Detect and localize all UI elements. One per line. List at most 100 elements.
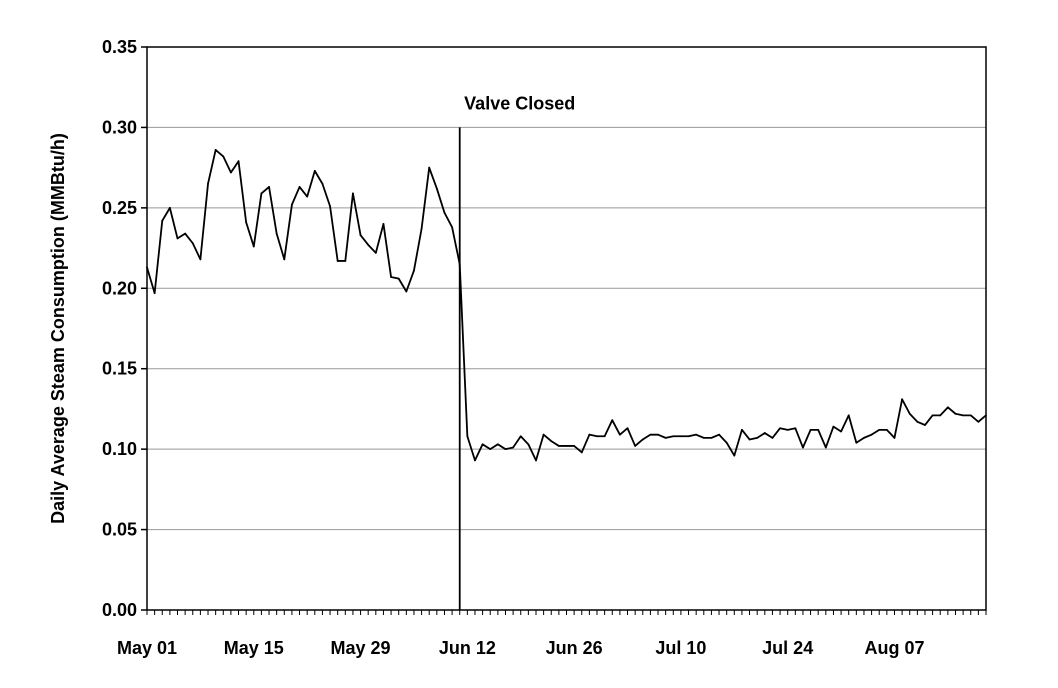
data-point (512, 446, 515, 449)
data-point (954, 412, 957, 415)
data-point (809, 428, 812, 431)
data-point (718, 433, 720, 436)
data-point (626, 427, 629, 430)
y-tick-label: 0.25 (102, 198, 137, 218)
series-line (146, 149, 987, 462)
y-tick-label: 0.15 (102, 359, 137, 379)
data-point (306, 195, 309, 198)
data-point (245, 221, 248, 224)
data-point (756, 436, 759, 439)
data-point (542, 433, 545, 436)
data-point (901, 398, 903, 401)
data-point (176, 237, 179, 240)
data-point (161, 219, 164, 222)
data-point (344, 260, 347, 262)
data-point (367, 243, 370, 246)
data-point (573, 445, 576, 447)
data-point (260, 192, 263, 195)
data-point (321, 182, 324, 185)
data-point (374, 251, 377, 254)
data-point (283, 258, 286, 261)
data-point (924, 424, 926, 426)
data-point (794, 427, 797, 430)
x-tick-label: Aug 07 (864, 638, 924, 658)
x-tick-label: May 15 (224, 638, 284, 658)
data-point (252, 245, 255, 248)
data-point (672, 435, 675, 438)
data-point (504, 448, 507, 451)
data-point (458, 263, 461, 266)
data-point (222, 155, 225, 158)
data-point (748, 438, 751, 441)
data-point (313, 169, 316, 172)
data-point (763, 432, 766, 434)
data-point (405, 290, 408, 293)
data-point (451, 226, 453, 229)
data-point (840, 430, 842, 433)
x-tick-label: Jul 24 (762, 638, 813, 658)
data-point (603, 435, 606, 438)
data-point (291, 203, 293, 206)
data-point (519, 435, 522, 438)
data-point (733, 454, 736, 457)
y-axis-title: Daily Average Steam Consumption (MMBtu/h… (48, 133, 68, 524)
data-point (153, 292, 156, 295)
data-point (191, 242, 194, 245)
data-point (786, 428, 789, 431)
valve-closed-label: Valve Closed (464, 93, 575, 113)
x-tick-label: Jul 10 (655, 638, 706, 658)
y-tick-label: 0.35 (102, 37, 137, 57)
data-point (710, 436, 713, 439)
data-point (939, 414, 942, 417)
data-point (275, 232, 278, 235)
data-point (962, 414, 965, 417)
data-point (618, 433, 621, 436)
data-point (466, 435, 469, 438)
y-tick-label: 0.00 (102, 600, 137, 620)
x-tick-label: Jun 26 (546, 638, 603, 658)
data-point (870, 433, 873, 436)
data-point (443, 211, 446, 214)
data-point (702, 436, 705, 439)
data-point (489, 448, 492, 451)
series-layer (146, 149, 987, 462)
data-point (413, 269, 415, 272)
data-point (664, 436, 667, 439)
data-point (397, 277, 400, 280)
data-point (184, 232, 187, 235)
y-tick-label: 0.05 (102, 520, 137, 540)
data-point (878, 428, 881, 431)
data-point (557, 445, 560, 447)
data-point (596, 435, 598, 438)
y-tick-label: 0.30 (102, 117, 137, 137)
data-point (435, 187, 438, 190)
y-tick-label: 0.10 (102, 439, 137, 459)
data-point (634, 445, 637, 447)
data-point (931, 414, 934, 417)
data-point (359, 234, 362, 237)
data-point (420, 227, 423, 230)
data-point (168, 206, 171, 209)
data-point (649, 433, 652, 436)
data-point (237, 160, 240, 163)
data-point (802, 446, 804, 449)
data-point (725, 441, 728, 444)
data-point (268, 186, 270, 188)
data-point (771, 436, 774, 439)
x-tick-label: May 01 (117, 638, 177, 658)
data-point (855, 441, 858, 444)
data-point (687, 435, 690, 438)
data-point (390, 276, 392, 278)
data-point (863, 436, 865, 439)
data-point (893, 436, 896, 439)
data-point (214, 149, 217, 151)
data-point (611, 419, 614, 422)
data-point (832, 425, 835, 428)
data-point (657, 433, 659, 436)
data-point (885, 428, 888, 431)
data-point (580, 451, 583, 454)
data-point (329, 205, 331, 208)
data-point (382, 223, 385, 225)
data-point (817, 428, 820, 431)
